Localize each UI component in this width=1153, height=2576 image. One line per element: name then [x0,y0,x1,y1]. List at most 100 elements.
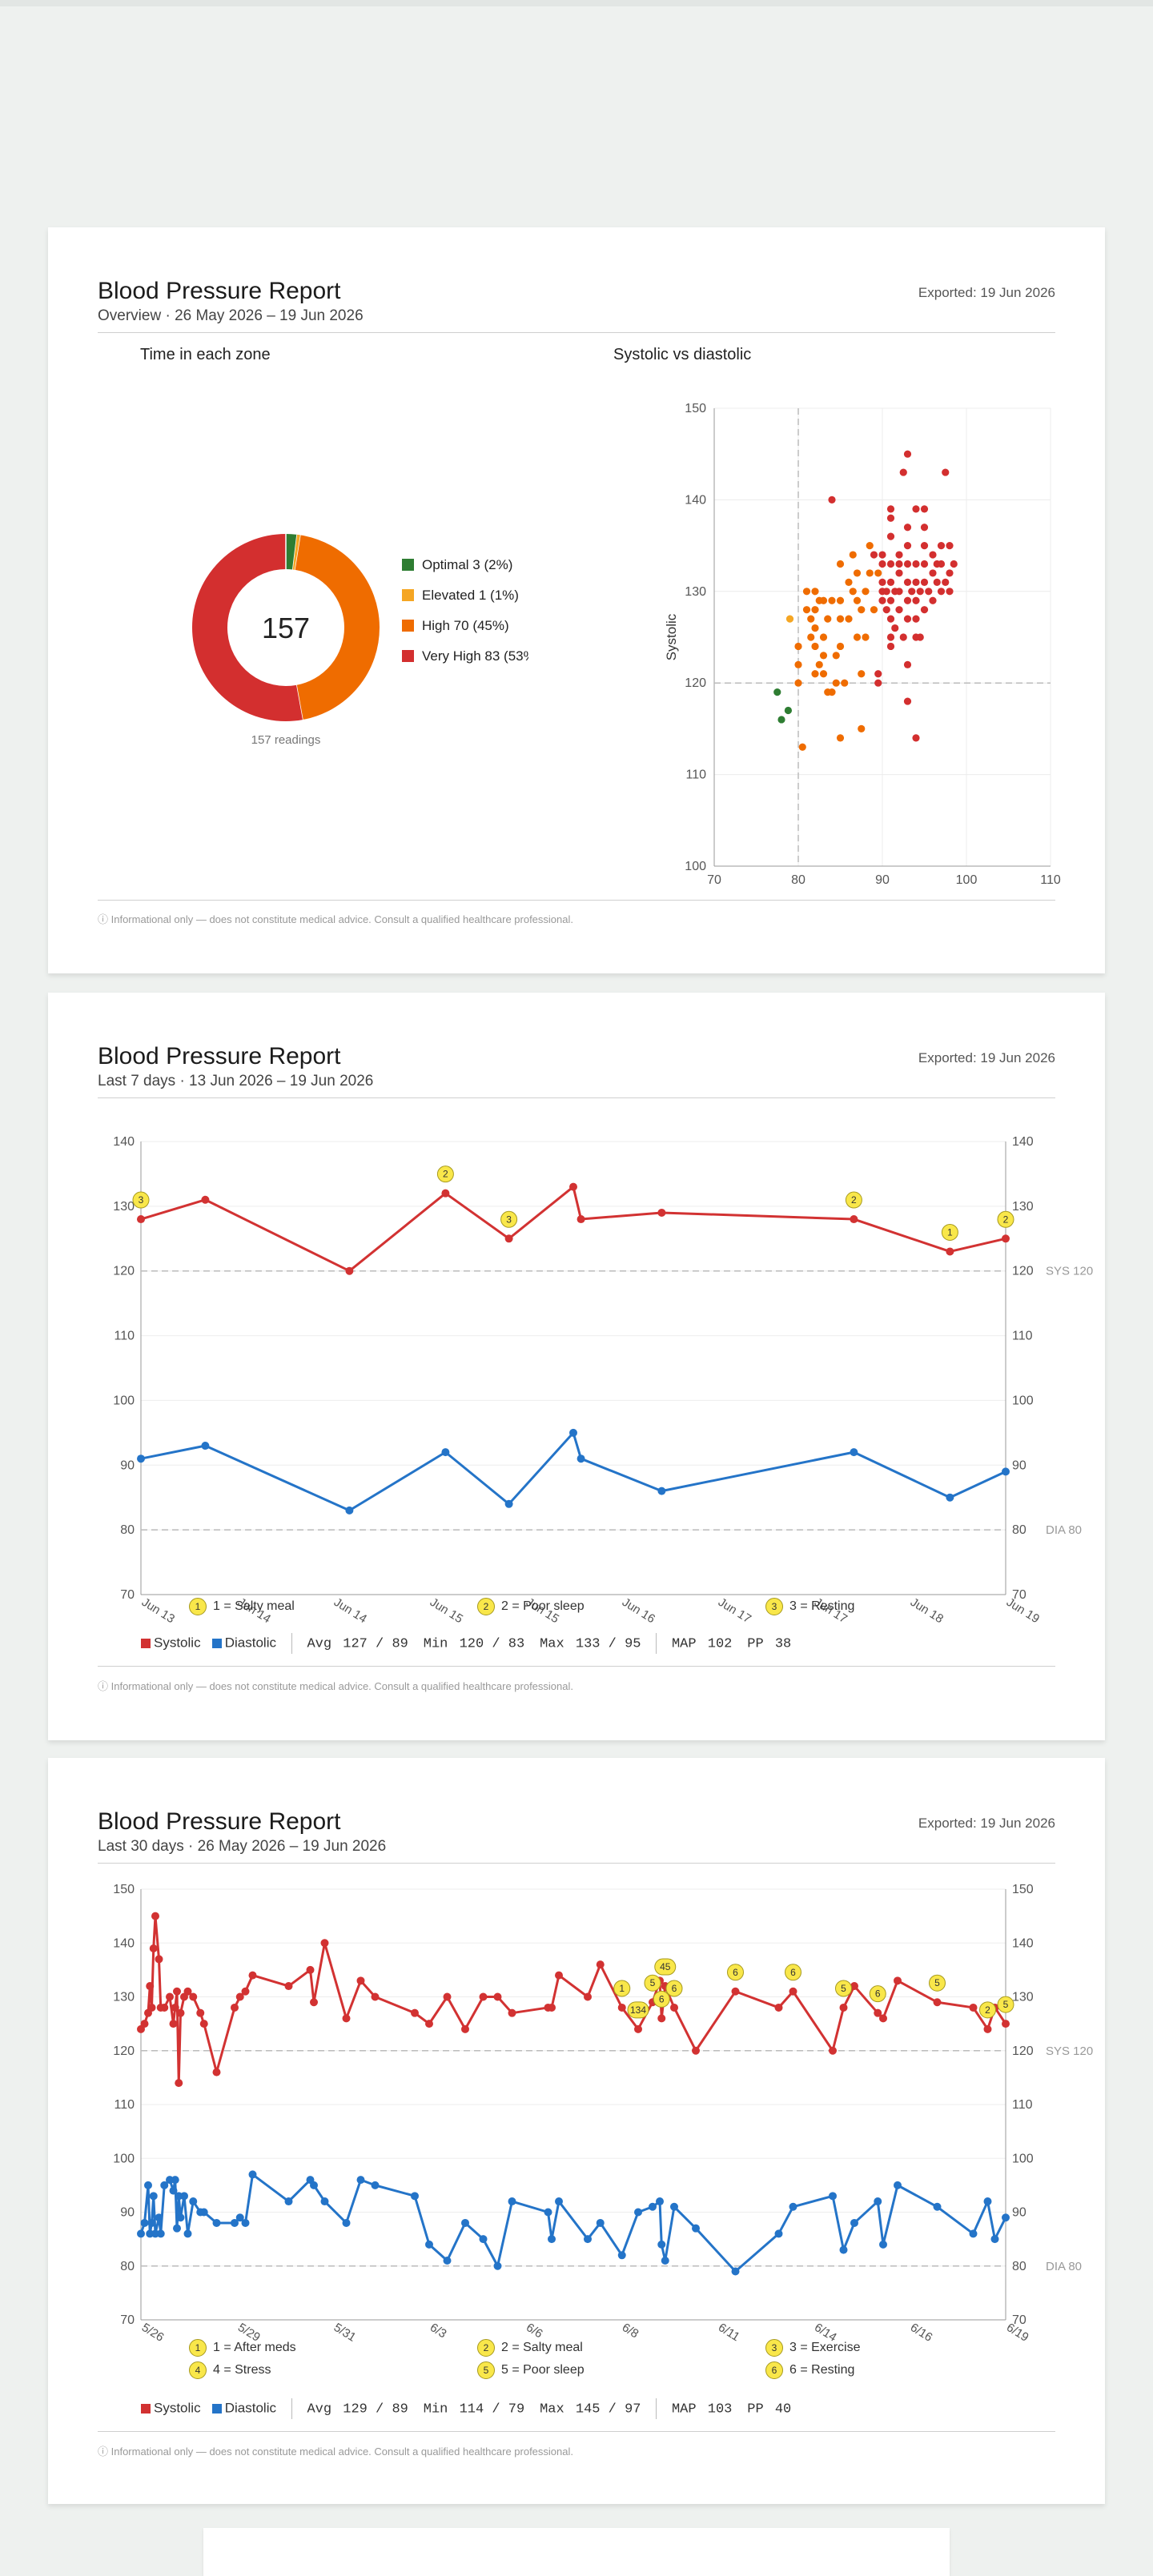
annotation-marker [665,1980,683,1997]
scatter-point [916,588,924,596]
y-tick-label-left: 130 [113,1200,135,1214]
data-point-systolic [946,1247,954,1256]
annotation-marker-label: 5 [934,1977,940,1988]
data-point-diastolic [493,2261,502,2270]
next-page-card [203,2528,950,2576]
data-point-diastolic [479,2235,488,2244]
y-tick-label: 130 [685,585,706,599]
scatter-point [824,615,832,623]
data-point-systolic [569,1182,577,1191]
scatter-point [886,633,895,641]
annotation-legend-text: 3 = Exercise [789,2341,861,2355]
legend-diastolic: Diastolic [224,1635,276,1651]
scatter-point [903,450,912,458]
data-point-diastolic [969,2229,978,2238]
data-point-diastolic [441,1448,450,1457]
annotation-marker [869,1985,886,2003]
scatter-point [841,679,849,687]
scatter-point [895,569,903,577]
data-point-systolic [212,2068,221,2076]
y-tick-label-left: 100 [113,2152,135,2165]
data-point-systolic [175,2079,183,2088]
data-point-systolic [176,2008,185,2017]
data-point-diastolic [584,2235,592,2244]
data-point-diastolic [661,2257,669,2265]
annotation-marker [845,1191,862,1209]
scatter-point [912,560,920,568]
report-header: Blood Pressure Report Last 30 days · 26 … [98,1808,1055,1856]
pp-label: PP [747,2401,764,2418]
data-point-systolic [584,1992,592,2001]
max-label: Max [540,1636,564,1652]
systolic-diastolic-scatter: 70 80 90 100 110 100 110 120 130 140 150 Diastolic S… [664,402,1061,892]
data-point-systolic [774,2003,783,2012]
scatter-point [811,624,819,632]
scatter-point [891,624,899,632]
report-title: Blood Pressure Report [98,1043,341,1069]
scatter-point [836,642,845,651]
data-point-diastolic [183,2229,192,2238]
scatter-point [912,734,920,742]
legend-label: Elevated 1 (1%) [422,588,519,603]
annotation-number-badge: 2 [477,1598,495,1615]
y-tick-label-left: 70 [120,2313,135,2327]
report-header: Blood Pressure Report Overview · 26 May … [98,277,1055,325]
annotation-marker-label: 2 [851,1194,857,1206]
annotation-marker [835,1980,852,1997]
scatter-point [903,596,912,604]
disclaimer-text: ⓘ Informational only — does not constitu… [98,2446,573,2458]
data-point-diastolic [894,2181,902,2189]
y-tick-label-right: 140 [1012,1936,1034,1950]
export-date: Exported: 19 Jun 2026 [918,1816,1055,1831]
scatter-point [933,578,941,586]
scatter-point [882,606,890,614]
scatter-point [811,670,819,678]
annotation-marker [941,1223,958,1241]
pp-value: 40 [774,2401,792,2418]
scatter-point [819,670,828,678]
scatter-point [903,578,912,586]
data-point-diastolic [617,2251,626,2260]
annotation-legend: 1 1 = Salty meal 2 2 = Poor sleep 3 3 = Resti… [141,1598,1062,1622]
scatter-point [811,588,819,596]
annotation-legend-text: 1 = After meds [213,2341,296,2355]
y-tick-label-right: 120 [1012,1265,1034,1278]
y-tick-label-right: 140 [1012,1135,1034,1149]
legend-systolic: Systolic [154,2400,201,2416]
annotation-marker-label: 2 [985,2004,990,2016]
legend-swatch-optimal [402,559,414,571]
data-point-systolic [356,1976,365,1985]
data-point-diastolic [789,2202,797,2211]
scatter-point [899,633,907,641]
data-point-diastolic [1002,2213,1010,2222]
data-point-systolic [320,1939,329,1948]
donut-center-value: 157 [262,612,310,644]
annotation-marker [727,1964,744,1981]
top-bar [0,0,1153,6]
annotation-marker [644,1974,661,1992]
scatter-point [912,615,920,623]
scatter-point [878,578,886,586]
data-point-systolic [894,1976,902,1985]
data-point-diastolic [874,2197,882,2206]
data-point-systolic [443,1992,452,2001]
scatter-point [920,505,929,513]
scatter-point [866,569,874,577]
data-point-systolic [879,2014,887,2023]
scatter-point [903,697,912,705]
data-point-diastolic [160,2181,169,2189]
y-tick-label-right: 90 [1012,1459,1026,1472]
systolic-swatch [141,1639,151,1648]
scatter-point [858,724,866,732]
data-point-diastolic [555,2197,563,2206]
scatter-point [807,633,815,641]
data-point-systolic [850,1215,858,1224]
y-tick-label-left: 90 [120,1459,135,1472]
min-value: 114 / 79 [459,2401,525,2418]
y-tick-label-left: 110 [114,1330,135,1343]
y-tick-label-left: 90 [120,2206,135,2220]
scatter-point [862,588,870,596]
scatter-point [836,734,845,742]
y-tick-label-right: 100 [1012,1394,1034,1407]
data-point-systolic [183,1987,192,1996]
